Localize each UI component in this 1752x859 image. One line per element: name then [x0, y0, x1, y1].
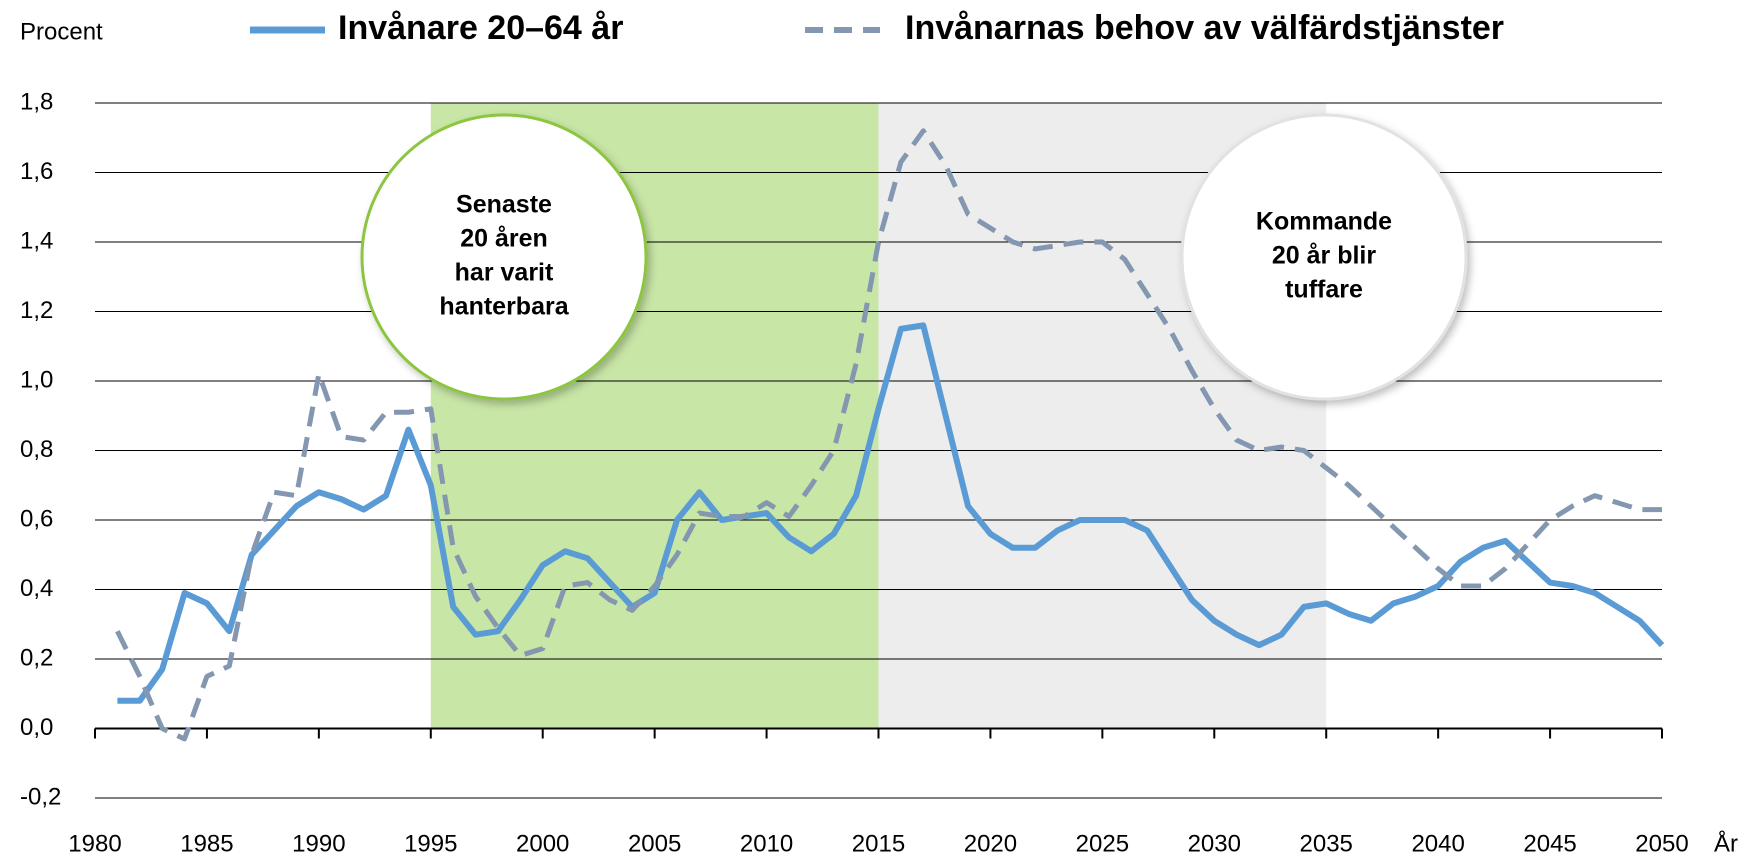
note-text: Kommande [1256, 208, 1392, 236]
notes: Senaste 20 åren har varit hanterbara Kommand… [360, 113, 1468, 401]
x-tick-label: 2020 [964, 830, 1017, 857]
y-tick-label: 0,6 [20, 505, 53, 532]
note-text: har varit [455, 259, 554, 287]
note-text: tuffare [1285, 276, 1363, 304]
y-tick-label: 0,8 [20, 436, 53, 463]
y-tick-label: 1,6 [20, 158, 53, 185]
y-tick-label: 0,4 [20, 575, 53, 602]
x-tick-label: 2015 [852, 830, 905, 857]
x-tick-label: 2040 [1411, 830, 1464, 857]
y-tick-label: 0,2 [20, 644, 53, 671]
note-text: 20 år blir [1272, 242, 1376, 270]
y-tick-label: 0,0 [20, 714, 53, 741]
note-text: 20 åren [460, 225, 548, 253]
x-tick-label: 2050 [1635, 830, 1688, 857]
y-tick-label: 1,4 [20, 227, 53, 254]
series-line [115, 128, 1662, 742]
x-tick-label: 2005 [628, 830, 681, 857]
note-circle [360, 113, 648, 401]
note-text: hanterbara [439, 293, 569, 321]
y-tick-label: -0,2 [20, 783, 61, 810]
y-tick-label: 1,2 [20, 297, 53, 324]
legend-label: Invånarnas behov av välfärdstjänster [905, 9, 1504, 47]
x-axis-label: År [1714, 829, 1738, 857]
y-axis-label: Procent [20, 18, 103, 45]
x-tick-label: 1985 [180, 830, 233, 857]
note-text: Senaste [456, 191, 552, 219]
x-tick-label: 1995 [404, 830, 457, 857]
x-tick-label: 1990 [292, 830, 345, 857]
lines [115, 128, 1665, 742]
x-tick-label: 2045 [1523, 830, 1576, 857]
series-line [117, 322, 1665, 704]
x-tick-label: 2025 [1076, 830, 1129, 857]
x-tick-label: 2000 [516, 830, 569, 857]
x-tick-label: 1980 [68, 830, 121, 857]
x-tick-label: 2010 [740, 830, 793, 857]
note-circle [1180, 113, 1468, 401]
legend-label: Invånare 20–64 år [338, 9, 623, 47]
y-tick-label: 1,8 [20, 88, 53, 115]
y-tick-label: 1,0 [20, 366, 53, 393]
x-tick-label: 2035 [1300, 830, 1353, 857]
x-tick-label: 2030 [1188, 830, 1241, 857]
